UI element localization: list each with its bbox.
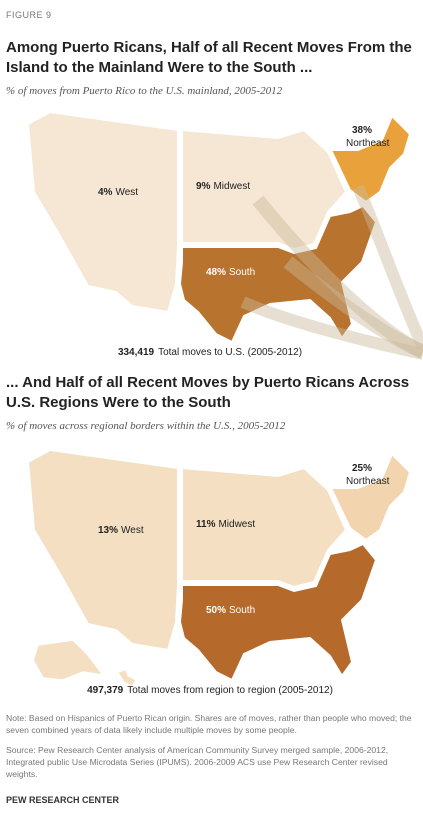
region xyxy=(26,110,179,314)
region-hawaii xyxy=(117,669,137,687)
region xyxy=(181,466,348,589)
region-label: 9% Midwest xyxy=(196,181,250,192)
title: ... And Half of all Recent Moves by Puer… xyxy=(6,374,410,411)
region-name: Northeast xyxy=(346,476,390,487)
region-label: 50% South xyxy=(206,605,255,616)
source: Source: Pew Research Center analysis of … xyxy=(6,745,389,779)
total: 334,419 Total moves to U.S. (2005-2012) xyxy=(118,347,302,358)
region xyxy=(178,204,378,344)
total-text: Total moves to U.S. (2005-2012) xyxy=(158,347,302,358)
region-name: West xyxy=(121,525,144,536)
title: Among Puerto Ricans, Half of all Recent … xyxy=(6,39,412,76)
region-value: 4% xyxy=(98,187,113,198)
region xyxy=(181,128,348,251)
region-value: 13% xyxy=(98,525,118,536)
flow-arrow xyxy=(252,195,423,359)
flow-arrow xyxy=(352,184,423,350)
total-value: 334,419 xyxy=(118,347,155,358)
region-name: Midwest xyxy=(218,519,255,530)
total-text: Total moves from region to region (2005-… xyxy=(127,685,333,696)
region-value: 38% xyxy=(352,125,372,136)
subtitle: % of moves from Puerto Rico to the U.S. … xyxy=(6,85,283,97)
total: 497,379 Total moves from region to region… xyxy=(87,685,333,696)
subtitle: % of moves across regional borders withi… xyxy=(6,420,286,432)
region-value: 11% xyxy=(196,519,216,530)
region-value: 9% xyxy=(196,181,211,192)
region-label: 11% Midwest xyxy=(196,519,255,530)
region-alaska xyxy=(32,639,105,681)
note: Note: Based on Hispanics of Puerto Rican… xyxy=(6,713,412,735)
figure-label: FIGURE 9 xyxy=(6,10,52,20)
region-label: 38% Northeast xyxy=(346,125,390,149)
region-label: 13% West xyxy=(98,525,144,536)
region xyxy=(329,114,412,204)
map: 4% West 9% Midwest 48% South 38% Northeast xyxy=(26,110,423,360)
region-label: 48% South xyxy=(206,267,255,278)
region-value: 50% xyxy=(206,605,226,616)
region xyxy=(26,448,179,652)
region-name: South xyxy=(229,267,255,278)
total-value: 497,379 xyxy=(87,685,124,696)
flow-arrow xyxy=(283,256,423,359)
region xyxy=(329,452,412,542)
region-name: Midwest xyxy=(213,181,250,192)
region-name: South xyxy=(229,605,255,616)
region xyxy=(178,542,378,682)
region-label: 4% West xyxy=(98,187,138,198)
region-value: 25% xyxy=(352,463,372,474)
region-name: West xyxy=(115,187,138,198)
map: 13% West 11% Midwest 50% South 25% Northeast xyxy=(26,448,412,687)
region-value: 48% xyxy=(206,267,226,278)
footer: PEW RESEARCH CENTER xyxy=(6,795,120,805)
flow-arrow xyxy=(240,296,423,360)
region-name: Northeast xyxy=(346,138,390,149)
region-label: 25% Northeast xyxy=(346,463,390,487)
